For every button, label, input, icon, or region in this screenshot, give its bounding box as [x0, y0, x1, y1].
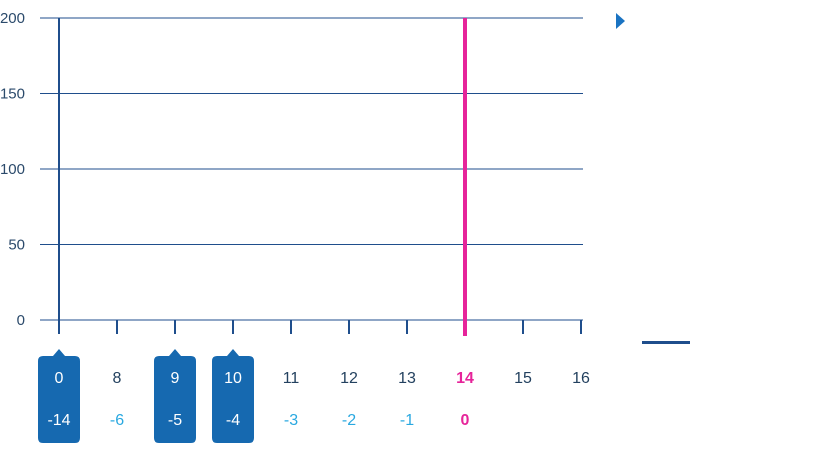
x-tick-label: 9 [171, 370, 180, 387]
offset-label: -1 [400, 412, 414, 429]
y-tick-label: 0 [17, 312, 25, 329]
y-tick-label: 100 [0, 161, 25, 178]
x-tick-label: 10 [224, 370, 242, 387]
x-tick-label: 0 [55, 370, 64, 387]
y-tick-label: 50 [8, 237, 25, 254]
offset-label: -4 [226, 412, 240, 429]
x-selection-tag[interactable]: 9 -5 [154, 349, 196, 443]
y-tick-label: 150 [0, 86, 25, 103]
x-tick-label: 13 [398, 370, 416, 387]
x-tick-label: 14 [456, 370, 474, 387]
offset-label: -6 [110, 412, 124, 429]
x-selection-tag[interactable]: 0 -14 [38, 349, 80, 443]
offset-label: -14 [47, 412, 70, 429]
selection-tag-bg [154, 349, 196, 443]
selection-tag-bg [212, 349, 254, 443]
offset-label: -5 [168, 412, 182, 429]
x-tick-label: 11 [283, 370, 300, 387]
x-tick-label: 8 [113, 370, 122, 387]
horizontal-line-icon [642, 341, 690, 344]
x-tick-label: 15 [514, 370, 532, 387]
offset-label: -3 [284, 412, 298, 429]
offset-label: -2 [342, 412, 356, 429]
x-selection-tag[interactable]: 10 -4 [212, 349, 254, 443]
triangle-right-icon[interactable] [616, 13, 625, 29]
offset-label: 0 [461, 412, 470, 429]
x-tick-label: 12 [340, 370, 358, 387]
selection-tag-bg [38, 349, 80, 443]
y-tick-label: 200 [0, 10, 25, 27]
x-tick-label: 16 [572, 370, 590, 387]
